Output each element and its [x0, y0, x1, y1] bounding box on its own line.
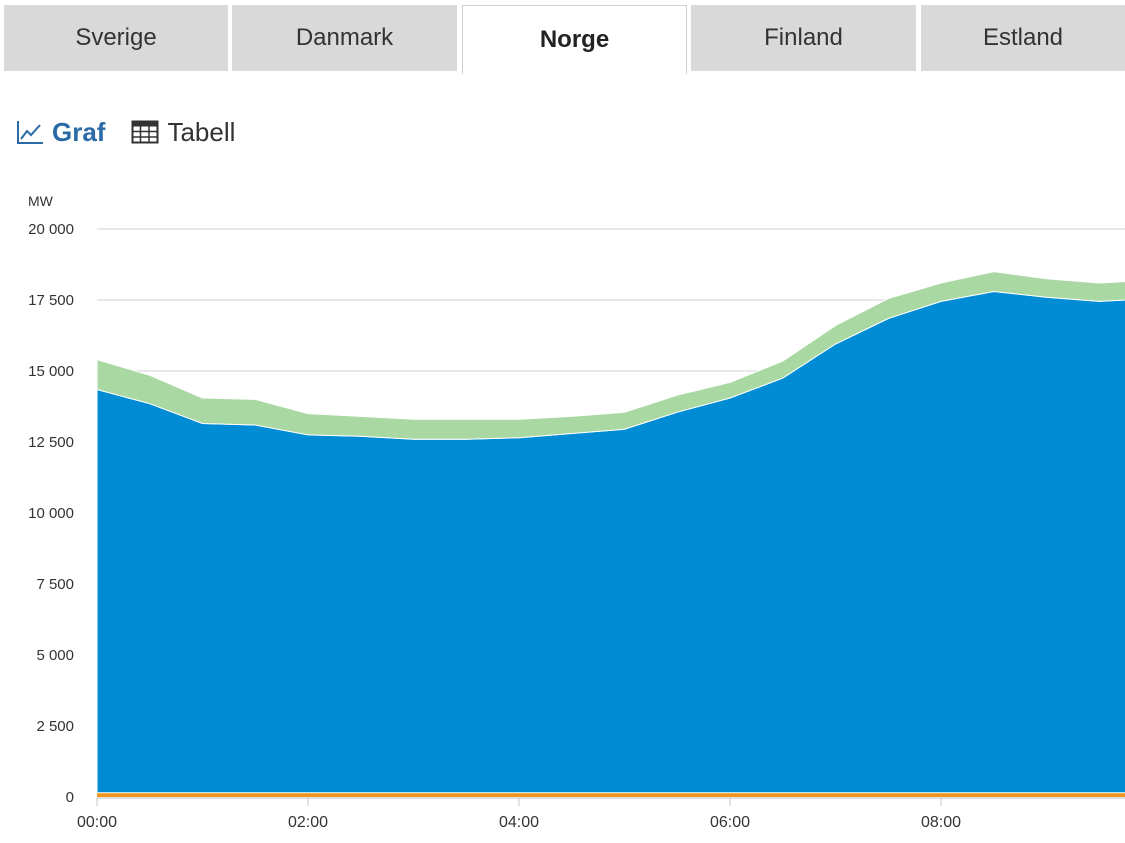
- tab-norge[interactable]: Norge: [462, 5, 687, 74]
- x-tick-label: 06:00: [710, 814, 750, 831]
- y-tick-label: 15 000: [28, 363, 74, 380]
- tab-danmark[interactable]: Danmark: [232, 5, 457, 71]
- y-axis-unit: MW: [28, 193, 54, 209]
- area-top-series: [96, 271, 1125, 440]
- graph-view-button[interactable]: Graf: [16, 117, 105, 148]
- y-tick-label: 0: [66, 789, 74, 806]
- line-chart-icon: [16, 119, 44, 145]
- table-grid-icon: [131, 119, 159, 145]
- y-tick-label: 2 500: [36, 718, 74, 735]
- y-tick-label: 5 000: [36, 647, 74, 664]
- x-tick-label: 08:00: [921, 814, 961, 831]
- chart-canvas: 0 2 500 5 000 7 500 10 000 12 500 15 000 17 500…: [28, 193, 1125, 831]
- y-tick-label: 7 500: [36, 576, 74, 593]
- x-tick-label: 04:00: [499, 814, 539, 831]
- power-chart: 0 2 500 5 000 7 500 10 000 12 500 15 000 17 500…: [0, 190, 1125, 838]
- y-tick-label: 20 000: [28, 221, 74, 238]
- y-tick-label: 10 000: [28, 505, 74, 522]
- tab-estland[interactable]: Estland: [921, 5, 1125, 71]
- y-tick-label: 17 500: [28, 292, 74, 309]
- country-tabs: Sverige Danmark Norge Finland Estland: [0, 0, 1125, 74]
- table-view-label: Tabell: [167, 116, 236, 147]
- tab-finland[interactable]: Finland: [691, 5, 916, 71]
- x-tick-label: 00:00: [77, 814, 117, 831]
- view-toggle: Graf Tabell: [16, 112, 235, 152]
- graph-view-label: Graf: [52, 116, 106, 147]
- x-tick-label: 02:00: [288, 814, 328, 831]
- tab-sverige[interactable]: Sverige: [4, 5, 228, 71]
- area-main-series: [96, 290, 1125, 794]
- y-tick-label: 12 500: [28, 434, 74, 451]
- table-view-button[interactable]: Tabell: [131, 117, 235, 148]
- area-bottom-series: [97, 792, 1125, 797]
